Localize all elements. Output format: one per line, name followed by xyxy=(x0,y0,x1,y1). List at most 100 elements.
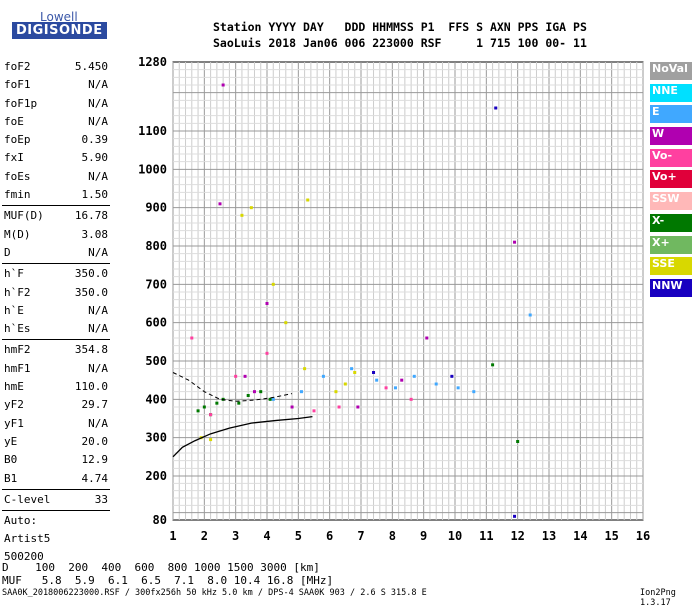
echo-point-vo xyxy=(384,386,388,390)
echo-point-x xyxy=(246,394,250,397)
echo-point-nnw xyxy=(450,374,454,378)
y-tick-label: 1000 xyxy=(138,162,167,176)
param-row-fof1: foF1 N/A xyxy=(2,76,110,94)
param-value: N/A xyxy=(88,78,108,92)
echo-point-x xyxy=(259,390,263,394)
param-value: 4.74 xyxy=(81,471,109,485)
echo-point-x xyxy=(215,401,219,405)
echo-point-vo xyxy=(409,397,413,401)
param-value: 0.39 xyxy=(81,133,109,147)
param-divider xyxy=(2,488,110,490)
x-tick-label: 14 xyxy=(573,529,587,543)
param-divider xyxy=(2,339,110,341)
echo-point-x xyxy=(268,397,272,401)
echo-point-sse xyxy=(306,198,310,202)
echo-point-sse xyxy=(343,382,347,386)
echo-point-vo xyxy=(312,409,316,413)
param-row-hmf1: hmF1 N/A xyxy=(2,360,110,378)
echo-point-vo xyxy=(265,351,269,355)
direction-legend: NoVal NNE E W Vo- Vo+ SSW X- X+ SSE NNW xyxy=(650,62,692,301)
param-row-foe: foE N/A xyxy=(2,113,110,131)
echo-point-e xyxy=(434,382,438,386)
echo-point-vo xyxy=(209,413,213,417)
echo-point-e xyxy=(350,367,354,371)
param-value: N/A xyxy=(88,114,108,128)
echo-point-sse xyxy=(303,367,307,371)
param-label: yF1 xyxy=(4,416,24,430)
echo-point-w xyxy=(425,336,429,340)
legend-item-sse: SSE xyxy=(650,257,692,276)
legend-item-e: E xyxy=(650,105,692,124)
echo-point-e xyxy=(271,397,275,401)
echo-point-sse xyxy=(284,321,288,325)
echo-point-x xyxy=(202,405,206,409)
echo-point-vo xyxy=(234,374,238,378)
param-value: 1.50 xyxy=(81,188,109,202)
x-tick-label: 7 xyxy=(357,529,364,543)
x-tick-label: 5 xyxy=(295,529,302,543)
x-tick-label: 10 xyxy=(448,529,462,543)
digisonde-logo: DIGISONDE xyxy=(12,22,107,39)
echo-point-w xyxy=(356,405,360,409)
y-tick-label: 900 xyxy=(145,201,167,215)
param-label: foF1p xyxy=(4,96,38,110)
param-label: MUF(D) xyxy=(4,209,44,223)
param-value: 354.8 xyxy=(74,343,108,357)
echo-point-e xyxy=(412,374,416,378)
y-tick-label: 800 xyxy=(145,239,167,253)
param-label: foF1 xyxy=(4,78,31,92)
echo-point-x xyxy=(237,401,241,405)
footer-version: Ion2Png 1.3.17 xyxy=(640,588,676,608)
echo-point-sse xyxy=(249,206,253,210)
echo-point-sse xyxy=(209,438,213,442)
echo-point-w xyxy=(218,202,222,206)
param-value: 110.0 xyxy=(74,380,108,394)
echo-point-x xyxy=(196,409,200,413)
param-value: 350.0 xyxy=(74,267,108,281)
x-tick-label: 4 xyxy=(263,529,270,543)
param-value: 29.7 xyxy=(81,398,109,412)
echo-point-nnw xyxy=(494,106,498,110)
footer-d-row: D 100 200 400 600 800 1000 1500 3000 [km… xyxy=(2,561,320,574)
footer-source-info: SAA0K_2018006223000.RSF / 300fx256h 50 k… xyxy=(2,588,427,598)
param-row-foes: foEs N/A xyxy=(2,168,110,186)
echo-point-sse xyxy=(240,213,244,217)
param-value: 16.78 xyxy=(74,209,108,223)
legend-item-nne: NNE xyxy=(650,83,692,102)
param-row-fof2: foF2 5.450 xyxy=(2,58,110,76)
y-tick-label: 300 xyxy=(145,431,167,445)
param-value: N/A xyxy=(88,361,108,375)
echo-point-sse xyxy=(271,282,275,286)
x-tick-label: 16 xyxy=(636,529,650,543)
param-label: B1 xyxy=(4,471,18,485)
param-value: 350.0 xyxy=(74,285,108,299)
legend-item-x: X+ xyxy=(650,235,692,254)
echo-point-sse xyxy=(353,371,357,374)
param-row-md: M(D) 3.08 xyxy=(2,226,110,244)
echo-point-vo xyxy=(190,336,194,340)
param-value: 3.08 xyxy=(81,227,109,241)
param-value: 5.90 xyxy=(81,151,109,165)
param-label: hmE xyxy=(4,380,24,394)
param-label: h`Es xyxy=(4,322,31,336)
echo-point-e xyxy=(393,386,397,390)
x-tick-label: 9 xyxy=(420,529,427,543)
param-label: foE xyxy=(4,114,24,128)
param-value: 20.0 xyxy=(81,434,109,448)
legend-item-w: W xyxy=(650,127,692,146)
x-tick-label: 8 xyxy=(389,529,396,543)
param-row-d: D N/A xyxy=(2,244,110,262)
param-value: N/A xyxy=(88,245,108,259)
y-tick-label: 700 xyxy=(145,277,167,291)
echo-point-e xyxy=(375,378,379,382)
echo-point-e xyxy=(528,313,532,317)
lowell-logo-text: Lowell xyxy=(40,10,78,24)
echo-point-e xyxy=(472,390,476,394)
echo-point-w xyxy=(513,240,517,244)
param-row-b0: B0 12.9 xyxy=(2,451,110,469)
echo-point-e xyxy=(456,386,460,390)
echo-point-nnw xyxy=(513,514,517,518)
param-row-hes: h`Es N/A xyxy=(2,320,110,338)
auto-line: Artist5 xyxy=(4,532,51,546)
